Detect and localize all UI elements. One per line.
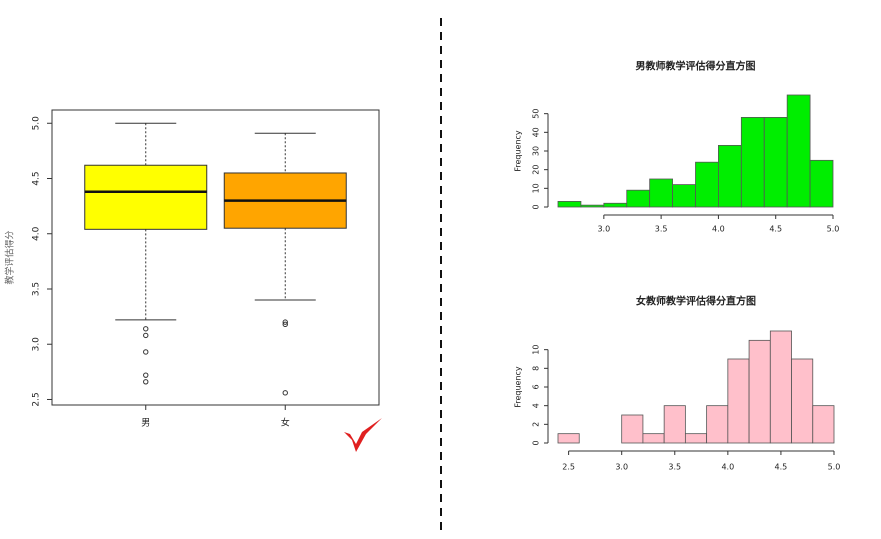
x-tick-label: 5.0 [827,225,840,234]
y-tick-label: 40 [532,127,541,137]
x-tick-label: 3.0 [615,463,628,472]
y-tick-label: 10 [532,183,541,193]
bar [621,414,644,444]
check-mark [344,418,382,452]
y-tick-label: 4.0 [32,226,42,241]
y-tick-label: 3.5 [32,282,42,296]
x-tick-label: 4.0 [721,463,734,472]
plot-frame [51,109,380,406]
x-tick-label: 3.5 [655,225,668,234]
y-tick-label: 2 [532,422,541,427]
y-tick-label: 30 [532,146,541,156]
bar [727,358,750,444]
bar [580,204,605,208]
x-tick-label: 4.5 [775,463,788,472]
bar [740,117,765,208]
y-tick-label: 0 [532,204,541,209]
outlier [143,332,149,339]
x-tick-label: 女 [281,417,290,429]
x-tick-label: 5.0 [828,463,841,472]
bar [649,178,673,208]
bar [684,433,708,444]
y-tick-label: 5.0 [32,116,42,131]
x-tick-label: 2.5 [562,463,575,472]
y-tick-label: 50 [532,109,541,119]
bar [786,94,811,208]
y-tick-label: 6 [532,384,541,389]
y-axis-label: 教学评估得分 [4,230,16,284]
y-axis-label: Frequency [514,366,523,408]
bar [769,330,792,444]
bar [763,117,788,208]
y-tick-label: 0 [532,440,541,445]
y-tick-label: 8 [532,366,541,371]
bar [809,159,834,208]
y-axis-label: Frequency [514,130,523,172]
bar [557,433,580,444]
outlier [143,349,149,355]
x-tick-label: 男 [141,418,150,429]
bar [695,161,719,208]
y-tick-label: 2.5 [32,392,42,406]
x-tick-label: 4.0 [712,225,725,234]
chart-title: 女教师教学评估得分直方图 [636,295,756,308]
box [84,164,208,230]
bar [603,202,628,208]
bar [626,189,651,208]
x-tick-label: 3.0 [597,225,610,234]
bar [718,144,742,208]
bar [557,200,582,208]
bar [748,339,771,444]
bar [791,358,814,444]
y-tick-label: 4 [532,403,541,408]
outlier [143,326,149,332]
bar [642,433,665,444]
bar [812,405,835,444]
outlier [143,372,149,378]
bar [672,184,696,208]
y-tick-label: 20 [532,165,541,175]
x-tick-label: 3.5 [668,463,681,472]
y-tick-label: 4.5 [32,171,42,185]
bar [663,405,686,444]
y-tick-label: 10 [532,345,541,355]
chart-title: 男教师教学评估得分直方图 [636,60,756,73]
outlier [143,379,149,385]
outlier [282,390,288,396]
outlier [282,321,288,328]
x-tick-label: 4.5 [769,225,782,234]
outlier [282,319,288,325]
y-tick-label: 3.0 [32,337,42,352]
bar [706,405,729,444]
